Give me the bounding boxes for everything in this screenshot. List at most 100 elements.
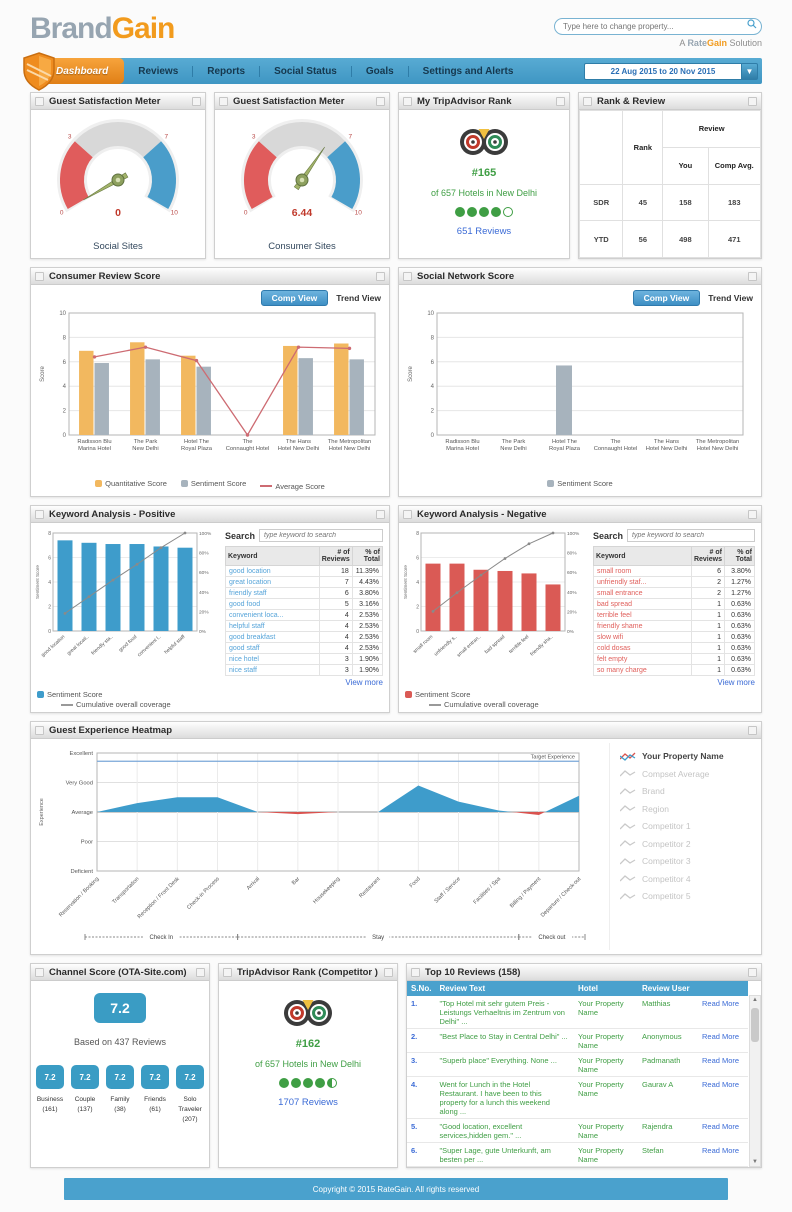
view-more-link[interactable]: View more	[717, 678, 755, 687]
svg-text:Staff / Service: Staff / Service	[434, 876, 462, 904]
panel-gauge-social: Guest Satisfaction Meter 0 3 7 10 0 Social S…	[30, 92, 206, 259]
panel-drag-handle[interactable]	[35, 509, 44, 519]
keyword-row: good breakfast 4 2.53%	[225, 631, 384, 643]
keyword-search-input[interactable]	[627, 529, 755, 542]
review-row: 1. "Top Hotel mit sehr gutem Preis - Leis…	[407, 996, 748, 1029]
svg-text:Restaurant: Restaurant	[358, 876, 382, 900]
panel-drag-handle[interactable]	[219, 96, 228, 106]
tripadvisor-reviews-link[interactable]: 1707 Reviews	[278, 1097, 338, 1108]
rating-dot	[503, 207, 513, 217]
date-dropdown-button[interactable]: ▼	[742, 62, 758, 80]
panel-collapse-button[interactable]	[556, 96, 565, 106]
svg-text:6.44: 6.44	[292, 207, 313, 219]
heatmap-legend-item[interactable]: Brand	[620, 786, 757, 796]
panel-collapse-button[interactable]	[192, 96, 201, 106]
date-range-value[interactable]: 22 Aug 2015 to 20 Nov 2015	[584, 62, 742, 80]
panel-collapse-button[interactable]	[196, 967, 205, 977]
panel-collapse-button[interactable]	[748, 96, 757, 106]
panel-drag-handle[interactable]	[403, 271, 412, 281]
nav-item-goals[interactable]: Goals	[350, 65, 408, 77]
svg-text:100%: 100%	[199, 531, 212, 537]
panel-collapse-button[interactable]	[748, 725, 757, 735]
nav-item-settings-and-alerts[interactable]: Settings and Alerts	[407, 65, 528, 77]
keyword-row: unfriendly staf... 2 1.27%	[593, 576, 755, 588]
panel-drag-handle[interactable]	[583, 96, 592, 106]
view-more-link[interactable]: View more	[345, 678, 383, 687]
rank-review-table: Rank Review You Comp Avg. SDR 45 158 183 Y…	[578, 110, 761, 258]
svg-text:Hotel New Delhi: Hotel New Delhi	[278, 446, 320, 452]
tripadvisor-reviews-link[interactable]: 651 Reviews	[456, 226, 512, 237]
svg-text:Check out: Check out	[538, 935, 565, 941]
keyword-row: convenient loca... 4 2.53%	[225, 609, 384, 621]
property-search-input[interactable]	[554, 18, 762, 35]
panel-drag-handle[interactable]	[403, 509, 412, 519]
heatmap-legend-item[interactable]: Region	[620, 804, 757, 814]
rating-dot	[279, 1078, 289, 1088]
read-more-link[interactable]: Read More	[698, 1076, 748, 1119]
heatmap-legend-item[interactable]: Compset Average	[620, 769, 757, 779]
panel-collapse-button[interactable]	[748, 967, 757, 977]
scroll-thumb[interactable]	[751, 1008, 759, 1042]
heatmap-legend-item[interactable]: Competitor 1	[620, 821, 757, 831]
read-more-link[interactable]: Read More	[698, 996, 748, 1029]
svg-text:The Park: The Park	[134, 439, 158, 445]
svg-text:Marina Hotel: Marina Hotel	[78, 446, 111, 452]
nav-item-reports[interactable]: Reports	[192, 65, 259, 77]
legend-item: Sentiment Score	[405, 690, 589, 699]
panel-drag-handle[interactable]	[411, 967, 420, 977]
panel-drag-handle[interactable]	[35, 967, 44, 977]
panel-drag-handle[interactable]	[403, 96, 412, 106]
read-more-link[interactable]: Read More	[698, 1118, 748, 1143]
col-comp-avg: Comp Avg.	[707, 146, 761, 185]
gauge-caption: Social Sites	[93, 241, 143, 252]
svg-text:helpful staff: helpful staff	[163, 634, 186, 656]
read-more-link[interactable]: Read More	[698, 1028, 748, 1053]
svg-text:0: 0	[416, 629, 419, 635]
channel-score-item: 7.2 Couple (137)	[70, 1065, 101, 1124]
comp-view-button[interactable]: Comp View	[632, 290, 701, 306]
comp-view-button[interactable]: Comp View	[260, 290, 329, 306]
svg-text:6: 6	[416, 556, 419, 562]
keyword-positive-chart: 0 2 4 6 8 0% 20% 40% 60% 80% 100% Sentiment Score go…	[33, 527, 221, 690]
panel-drag-handle[interactable]	[35, 271, 44, 281]
svg-text:Transportation: Transportation	[111, 876, 140, 905]
panel-collapse-button[interactable]	[748, 271, 757, 281]
nav-item-reviews[interactable]: Reviews	[138, 65, 179, 77]
tripadvisor-rank-value: #162	[295, 1038, 321, 1050]
panel-drag-handle[interactable]	[223, 967, 232, 977]
panel-collapse-button[interactable]	[376, 271, 385, 281]
svg-text:Connaught Hotel: Connaught Hotel	[594, 446, 638, 452]
keyword-search-input[interactable]	[259, 529, 383, 542]
scroll-down-icon[interactable]: ▼	[752, 1159, 758, 1165]
panel-drag-handle[interactable]	[35, 96, 44, 106]
svg-text:friendly sha..: friendly sha..	[529, 634, 554, 657]
svg-text:Radisson Blu: Radisson Blu	[445, 439, 479, 445]
svg-text:great locati..: great locati..	[66, 634, 90, 657]
svg-text:Sentiment Score: Sentiment Score	[35, 565, 40, 599]
rategain-tagline: A RateGain Solution	[679, 38, 762, 48]
panel-collapse-button[interactable]	[376, 96, 385, 106]
read-more-link[interactable]: Read More	[698, 1142, 748, 1167]
svg-text:The: The	[611, 439, 621, 445]
trend-view-button[interactable]: Trend View	[336, 293, 381, 303]
heatmap-legend-item[interactable]: Competitor 3	[620, 856, 757, 866]
rating-dot	[455, 207, 465, 217]
panel-drag-handle[interactable]	[35, 725, 44, 735]
heatmap-legend-item[interactable]: Competitor 4	[620, 874, 757, 884]
heatmap-legend-item[interactable]: Competitor 2	[620, 839, 757, 849]
svg-text:10: 10	[171, 210, 179, 217]
svg-text:3: 3	[68, 134, 72, 141]
panel-collapse-button[interactable]	[748, 509, 757, 519]
keyword-negative-chart: 0 2 4 6 8 0% 20% 40% 60% 80% 100% Sentiment Score sm…	[401, 527, 589, 690]
read-more-link[interactable]: Read More	[698, 1052, 748, 1077]
panel-collapse-button[interactable]	[384, 967, 393, 977]
heatmap-legend-item[interactable]: Your Property Name	[620, 751, 757, 761]
scroll-up-icon[interactable]: ▲	[752, 997, 758, 1003]
chart-legend: Quantitative Score Sentiment Score Average…	[31, 474, 389, 496]
svg-text:2: 2	[63, 409, 67, 415]
nav-item-social-status[interactable]: Social Status	[259, 65, 351, 77]
panel-collapse-button[interactable]	[376, 509, 385, 519]
heatmap-legend-item[interactable]: Competitor 5	[620, 891, 757, 901]
trend-view-button[interactable]: Trend View	[708, 293, 753, 303]
reviews-scrollbar[interactable]: ▲ ▼	[749, 995, 761, 1167]
